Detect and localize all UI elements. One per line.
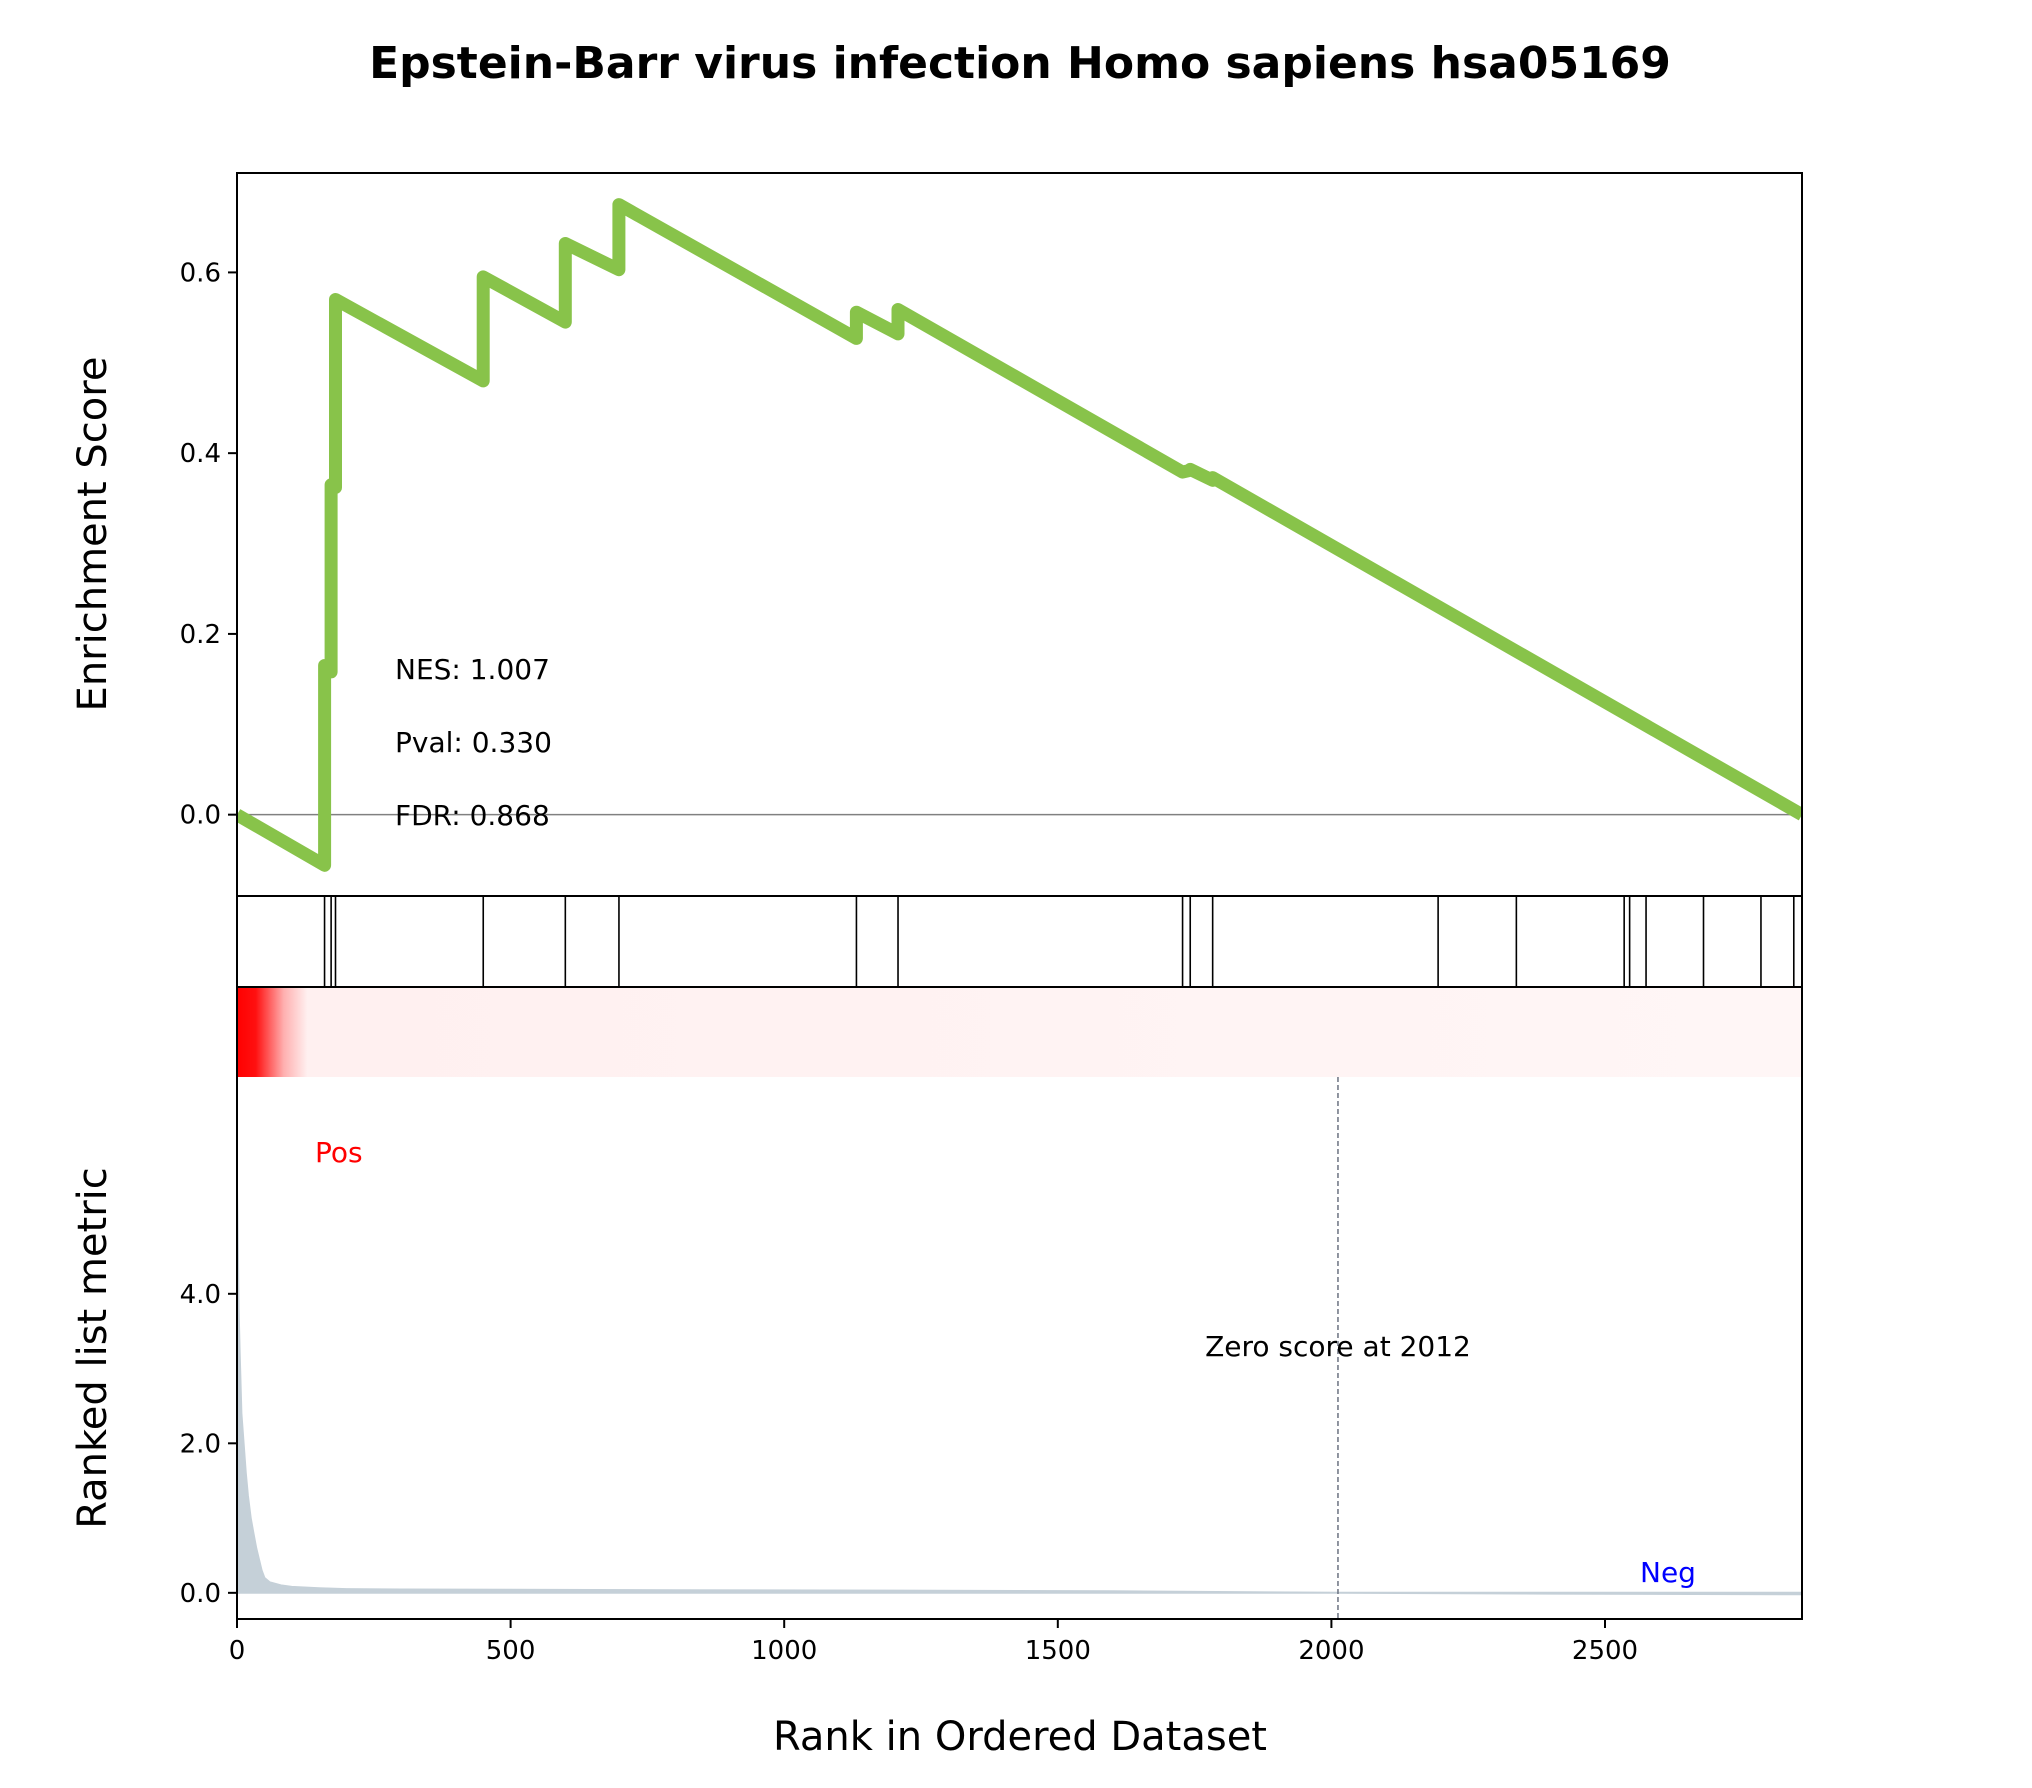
hits-panel: [236, 895, 1803, 988]
enrichment-score-panel: 0.0 0.2 0.4 0.6 NES: 1.007 Pval: 0.330 FDR:…: [70, 172, 1803, 897]
x-tick-label: 500: [486, 1636, 536, 1666]
x-tick-label: 1500: [1025, 1636, 1091, 1666]
nes-label: NES: 1.007: [395, 653, 550, 686]
metric-tick-label: 0.0: [180, 1579, 221, 1609]
es-panel-frame: [236, 172, 1803, 897]
hits-panel-frame: [236, 895, 1803, 988]
rank-color-bar: [237, 987, 1802, 1077]
metric-tick-label: 4.0: [180, 1280, 221, 1310]
metric-panel-frame: [236, 986, 1803, 1620]
metric-tick-label: 2.0: [180, 1429, 221, 1459]
es-tick-label: 0.2: [180, 620, 221, 650]
es-axis-label: Enrichment Score: [70, 357, 116, 712]
es-tick-label: 0.6: [180, 258, 221, 288]
es-tick-label: 0.4: [180, 439, 221, 469]
x-axis-label: Rank in Ordered Dataset: [773, 1714, 1267, 1760]
pval-label: Pval: 0.330: [395, 726, 552, 759]
x-tick-label: 1000: [751, 1636, 817, 1666]
fdr-label: FDR: 0.868: [395, 799, 550, 832]
x-tick-label: 2000: [1298, 1636, 1364, 1666]
es-tick-label: 0.0: [180, 801, 221, 831]
x-tick-label: 2500: [1572, 1636, 1638, 1666]
metric-axis-label: Ranked list metric: [70, 1167, 116, 1529]
ranked-metric-panel: Zero score at 2012 Pos Neg 0.0 2.0 4.0 Ran…: [70, 986, 1803, 1620]
x-tick-label: 0: [229, 1636, 246, 1666]
zero-score-label: Zero score at 2012: [1205, 1330, 1471, 1363]
running-es-line: [237, 198, 1802, 872]
neg-label: Neg: [1640, 1556, 1696, 1589]
ranked-metric-area: [237, 1189, 1802, 1596]
chart-title: Epstein-Barr virus infection Homo sapien…: [369, 38, 1671, 89]
pos-label: Pos: [315, 1136, 363, 1169]
